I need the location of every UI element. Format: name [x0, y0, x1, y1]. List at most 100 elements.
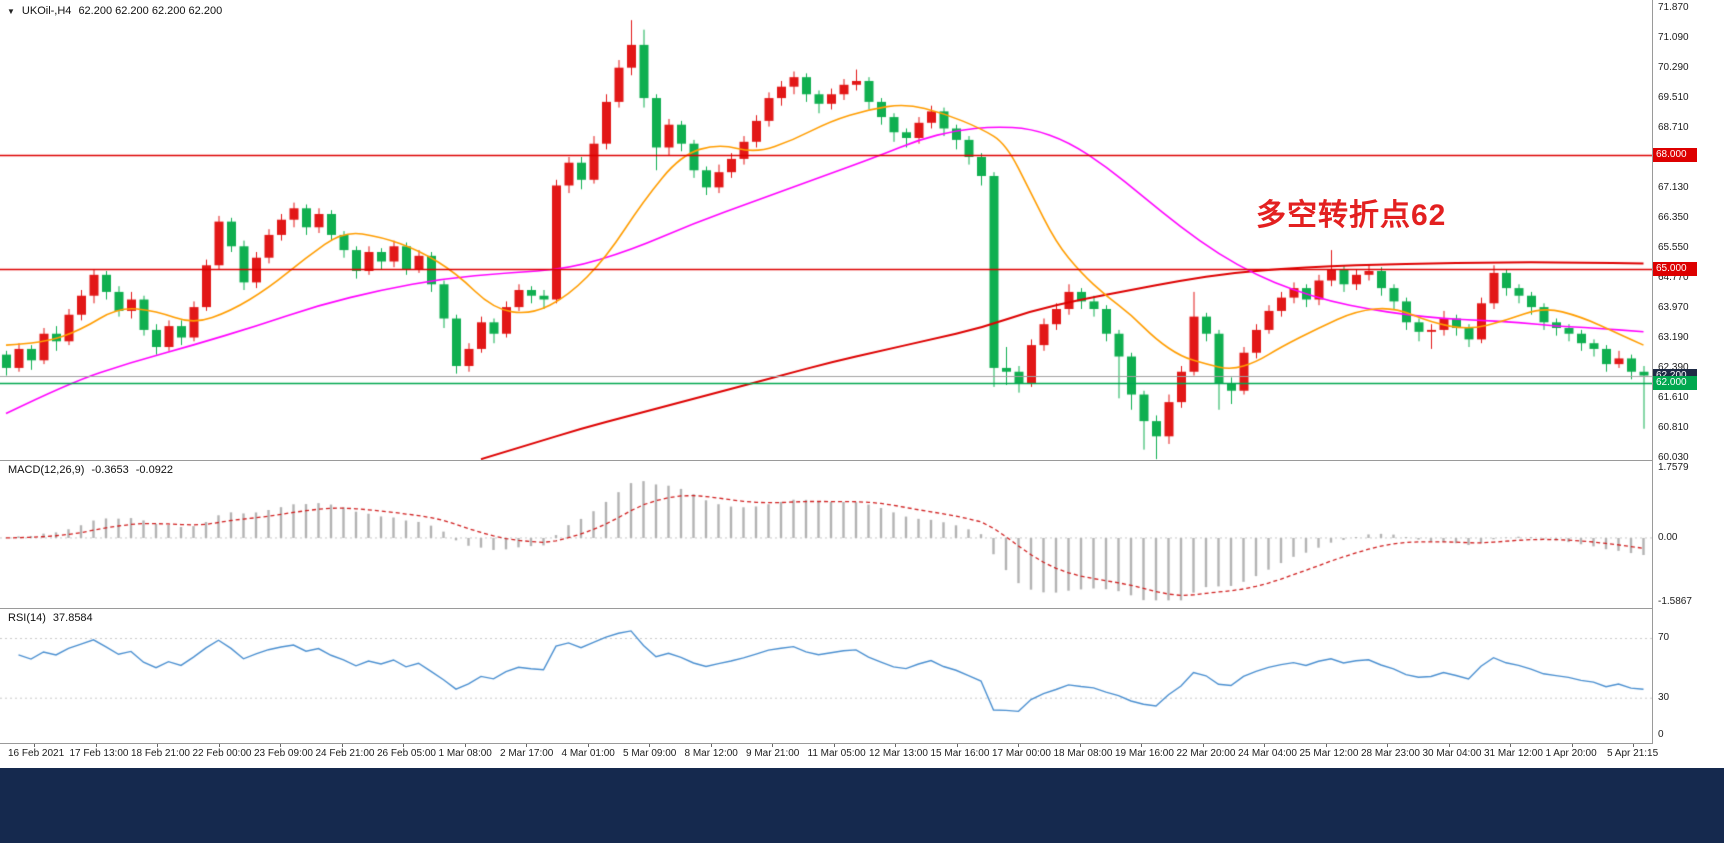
price-axis[interactable]: 71.87071.09070.29069.51068.71067.93067.1…: [1653, 0, 1724, 768]
price-axis-label: 62.390: [1658, 362, 1689, 373]
price-axis-label: 69.510: [1658, 92, 1689, 103]
macd-value-signal: -0.0922: [135, 464, 174, 476]
time-axis-tick: [341, 744, 343, 747]
footer-bar: [0, 768, 1724, 843]
panel-separator-rsi[interactable]: [0, 608, 1724, 609]
price-axis-label: 68.710: [1658, 122, 1689, 133]
time-axis-tick: [1141, 744, 1142, 747]
dropdown-icon[interactable]: ▼: [7, 6, 15, 16]
time-axis-label: 9 Mar 21:00: [746, 748, 800, 759]
time-axis-label: 31 Mar 12:00: [1484, 748, 1543, 759]
rsi-label: RSI(14) 37.8584: [8, 612, 93, 624]
time-axis-label: 1 Apr 20:00: [1545, 748, 1597, 759]
time-axis-tick: [403, 744, 404, 747]
time-axis-tick: [1387, 744, 1388, 747]
time-axis-tick: [526, 744, 527, 747]
rsi-name: RSI(14): [8, 612, 46, 624]
time-axis-label: 5 Mar 09:00: [623, 748, 677, 759]
time-axis-label: 12 Mar 13:00: [869, 748, 928, 759]
time-axis-tick: [157, 744, 158, 747]
price-axis-label: 71.090: [1658, 32, 1689, 43]
time-axis-label: 22 Mar 20:00: [1176, 748, 1236, 759]
ohlc-quotes: 62.200 62.200 62.200 62.200: [78, 5, 223, 17]
time-axis-tick: [218, 744, 220, 747]
time-axis-label: 15 Mar 16:00: [930, 748, 990, 759]
time-axis-label: 28 Mar 23:00: [1361, 748, 1420, 759]
price-axis-label: 64.770: [1658, 272, 1689, 283]
time-axis-tick: [1202, 744, 1204, 747]
price-axis-label: 60.810: [1658, 422, 1689, 433]
time-axis-label: 16 Feb 2021: [8, 748, 65, 759]
macd-axis-label: 0.00: [1658, 532, 1678, 543]
price-axis-border: [1652, 0, 1653, 768]
time-axis-label: 2 Mar 17:00: [500, 748, 554, 759]
macd-name: MACD(12,26,9): [8, 464, 85, 476]
time-axis-label: 11 Mar 05:00: [807, 748, 866, 759]
price-axis-label: 67.130: [1658, 182, 1689, 193]
time-axis-label: 26 Feb 05:00: [377, 748, 436, 759]
price-badge: 62.000: [1653, 376, 1697, 391]
price-axis-label: 60.030: [1658, 452, 1689, 463]
time-axis-label: 30 Mar 04:00: [1422, 748, 1482, 759]
time-axis-tick: [710, 744, 712, 747]
price-axis-label: 66.350: [1658, 212, 1689, 223]
rsi-panel-canvas[interactable]: [0, 609, 1652, 743]
price-axis-label: 65.550: [1658, 242, 1689, 253]
time-axis-label: 23 Feb 09:00: [254, 748, 313, 759]
time-axis-tick: [649, 744, 650, 747]
price-chart-canvas[interactable]: [0, 0, 1652, 460]
price-axis-label: 63.970: [1658, 302, 1689, 313]
macd-label: MACD(12,26,9) -0.3653 -0.0922: [8, 464, 173, 476]
time-axis-tick: [1510, 744, 1511, 747]
time-axis-label: 24 Feb 21:00: [315, 748, 375, 759]
symbol-timeframe: UKOil-,H4: [21, 5, 72, 17]
rsi-axis-label: 70: [1658, 632, 1670, 643]
price-badge: 65.000: [1653, 262, 1697, 277]
time-axis-tick: [280, 744, 281, 747]
time-axis-tick: [833, 744, 835, 747]
time-axis-tick: [895, 744, 896, 747]
time-axis-label: 17 Feb 13:00: [69, 748, 129, 759]
time-axis-tick: [587, 744, 589, 747]
time-axis-tick: [772, 744, 773, 747]
time-axis-label: 5 Apr 21:15: [1607, 748, 1659, 759]
time-axis-tick: [1448, 744, 1450, 747]
time-axis[interactable]: 16 Feb 2021 17 Feb 13:00 18 Feb 21:00 22 Fe…: [0, 744, 1724, 768]
time-axis-separator: [0, 743, 1724, 744]
macd-panel-canvas[interactable]: [0, 461, 1652, 608]
chart-title: ▼ UKOil-,H4 62.200 62.200 62.200 62.200: [7, 5, 222, 17]
rsi-value: 37.8584: [52, 612, 93, 624]
time-axis-tick: [956, 744, 958, 747]
time-axis-tick: [95, 744, 97, 747]
time-axis-label: 25 Mar 12:00: [1299, 748, 1359, 759]
annotation-text: 多空转折点62: [1256, 199, 1447, 232]
time-axis-label: 18 Feb 21:00: [131, 748, 190, 759]
rsi-axis-label: 0: [1658, 729, 1664, 740]
rsi-axis-label: 30: [1658, 692, 1670, 703]
macd-axis-label: 1.7579: [1658, 462, 1689, 473]
time-axis-tick: [464, 744, 466, 747]
time-axis-label: 24 Mar 04:00: [1238, 748, 1297, 759]
macd-value-main: -0.3653: [91, 464, 129, 476]
time-axis-label: 19 Mar 16:00: [1115, 748, 1174, 759]
price-axis-label: 71.870: [1658, 2, 1689, 13]
time-axis-tick: [34, 744, 35, 747]
time-axis-tick: [1325, 744, 1327, 747]
price-badge: 68.000: [1653, 148, 1697, 163]
time-axis-tick: [1264, 744, 1265, 747]
panel-separator-macd[interactable]: [0, 460, 1724, 461]
time-axis-label: 17 Mar 00:00: [992, 748, 1051, 759]
time-axis-label: 22 Feb 00:00: [192, 748, 252, 759]
time-axis-tick: [1633, 744, 1634, 747]
time-axis-label: 1 Mar 08:00: [438, 748, 492, 759]
time-axis-tick: [1571, 744, 1573, 747]
price-axis-label: 63.190: [1658, 332, 1689, 343]
price-axis-label: 70.290: [1658, 62, 1689, 73]
time-axis-tick: [1018, 744, 1019, 747]
time-axis-tick: [1079, 744, 1081, 747]
price-axis-label: 61.610: [1658, 392, 1689, 403]
time-axis-label: 8 Mar 12:00: [684, 748, 738, 759]
macd-axis-label: -1.5867: [1658, 596, 1692, 607]
time-axis-label: 18 Mar 08:00: [1053, 748, 1113, 759]
